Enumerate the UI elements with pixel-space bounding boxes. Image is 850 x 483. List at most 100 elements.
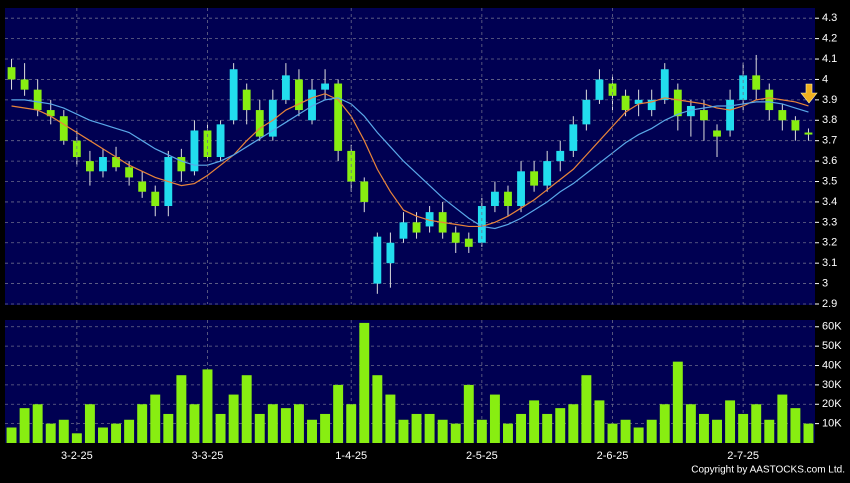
candle-body [7, 67, 16, 80]
volume-bar [32, 404, 43, 443]
y-tick-label: 10K [822, 418, 842, 430]
volume-bar [476, 419, 487, 443]
volume-bar [6, 427, 17, 443]
candle-body [386, 242, 395, 264]
y-tick-label: 4.2 [822, 33, 837, 45]
candle-body [412, 222, 421, 233]
volume-bar [202, 369, 213, 443]
volume-bar [672, 361, 683, 443]
y-tick-label: 3.4 [822, 196, 837, 208]
y-tick-label: 30K [822, 379, 842, 391]
candle-body [791, 120, 800, 131]
candle-body [517, 171, 525, 207]
volume-bar [411, 413, 422, 443]
candle-body [268, 99, 277, 137]
volume-bar [503, 423, 513, 443]
volume-bar [463, 384, 474, 443]
volume-bar [150, 394, 161, 443]
x-tick-label: 1-4-25 [335, 450, 367, 462]
volume-bar [111, 423, 122, 443]
volume-bar [280, 408, 291, 443]
candle-body [491, 191, 499, 207]
candle-body [425, 212, 434, 227]
volume-bar [228, 394, 239, 443]
candle-body [582, 99, 591, 125]
candle-body [33, 89, 42, 111]
volume-bar [777, 394, 788, 443]
y-tick-label: 3.6 [822, 155, 837, 167]
y-tick-label: 3.2 [822, 237, 837, 249]
volume-bar [712, 419, 722, 443]
candle-body [321, 83, 329, 90]
candle-body [360, 181, 369, 202]
candle-body [203, 130, 212, 158]
volume-bar [84, 404, 95, 443]
volume-bar [698, 413, 709, 443]
volume-bar [320, 413, 331, 443]
candle-body [530, 171, 539, 186]
y-tick-label: 60K [822, 321, 842, 333]
volume-bar [764, 419, 775, 443]
volume-bar [529, 400, 540, 443]
candle-body [20, 79, 29, 90]
volume-bar [581, 375, 592, 443]
volume-bar [385, 394, 396, 443]
volume-bar [307, 419, 317, 443]
y-tick-label: 40K [822, 359, 842, 371]
candle-body [726, 99, 734, 131]
marker-arrow [800, 83, 818, 104]
y-tick-label: 50K [822, 340, 842, 352]
volume-bar [176, 375, 187, 443]
candle-body [255, 110, 264, 137]
volume-bar [267, 404, 278, 443]
candle-body [112, 157, 120, 168]
candle-body [86, 161, 94, 172]
x-tick-label: 3-3-25 [192, 450, 224, 462]
candle-body [673, 89, 682, 117]
volume-bar [659, 404, 670, 443]
volume-bar [372, 375, 383, 443]
y-tick-label: 3.9 [822, 94, 837, 106]
volume-bar [189, 404, 200, 443]
y-tick-label: 4 [822, 73, 828, 85]
candle-body [190, 130, 199, 172]
candle-body [569, 124, 578, 151]
candle-body [138, 181, 147, 192]
candle-body [634, 99, 643, 104]
y-tick-label: 3.3 [822, 216, 837, 228]
candle-body [295, 79, 303, 111]
candle-body [125, 167, 134, 178]
volume-bar [293, 404, 304, 443]
volume-bar [163, 413, 174, 443]
candle-body [660, 69, 669, 100]
y-tick-label: 4.1 [822, 53, 837, 65]
volume-bar [424, 413, 435, 443]
candle-body [281, 75, 290, 100]
volume-bar [516, 413, 527, 443]
y-tick-label: 3.7 [822, 135, 837, 147]
candle-body [308, 89, 316, 121]
price-panel [5, 8, 815, 305]
volume-bar [607, 423, 618, 443]
candle-body [752, 75, 761, 90]
candle-body [464, 238, 473, 247]
volume-bar [568, 404, 579, 443]
volume-bar [685, 404, 696, 443]
volume-bar [137, 404, 148, 443]
volume-bar [398, 419, 409, 443]
candle-body [713, 130, 721, 137]
volume-bar [751, 404, 762, 443]
candle-body [46, 110, 55, 117]
candle-body [504, 191, 512, 207]
candle-body [451, 232, 460, 243]
volume-bar [58, 419, 69, 443]
volume-bar [646, 419, 657, 443]
volume-bar [98, 427, 108, 443]
volume-bar [71, 433, 82, 443]
candle-body [608, 83, 617, 96]
y-tick-label: 3.5 [822, 175, 837, 187]
volume-bar [254, 413, 265, 443]
volume-bar [19, 408, 30, 443]
plot-layer: 2.9 3 3.1 3.2 3.3 3.4 3.5 3.6 3.7 3.8 3.9 4 4.1 4.2 4.… [5, 8, 842, 462]
y-tick-label: 20K [822, 398, 842, 410]
